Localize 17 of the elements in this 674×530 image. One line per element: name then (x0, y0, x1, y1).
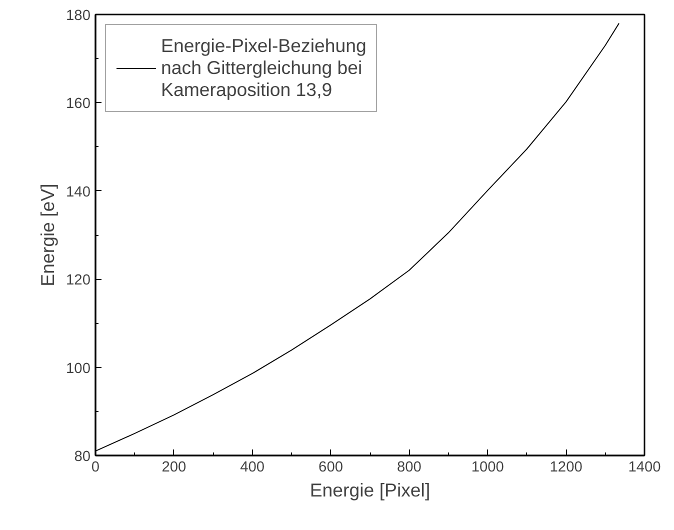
y-tick-label: 80 (74, 449, 91, 465)
x-tick-label: 0 (91, 460, 100, 476)
x-tick-label: 1000 (471, 460, 504, 476)
x-tick-label: 1200 (550, 460, 582, 476)
y-tick-label: 120 (66, 272, 91, 289)
x-tick-label: 1400 (628, 460, 661, 476)
x-tick-label: 200 (162, 460, 186, 476)
legend-label: Energie-Pixel-Beziehung nach Gittergleichung bei Kameraposition 13,9 (161, 35, 366, 101)
y-tick-label: 100 (66, 360, 91, 377)
x-tick-label: 600 (318, 460, 344, 476)
y-tick-label: 180 (66, 8, 91, 24)
y-axis-title: Energie [eV] (37, 184, 58, 286)
y-tick-label: 160 (66, 96, 91, 112)
y-tick-label: 140 (66, 184, 91, 200)
x-tick-label: 800 (396, 460, 422, 476)
x-axis-title: Energie [Pixel] (310, 480, 430, 500)
x-tick-label: 400 (240, 460, 265, 476)
